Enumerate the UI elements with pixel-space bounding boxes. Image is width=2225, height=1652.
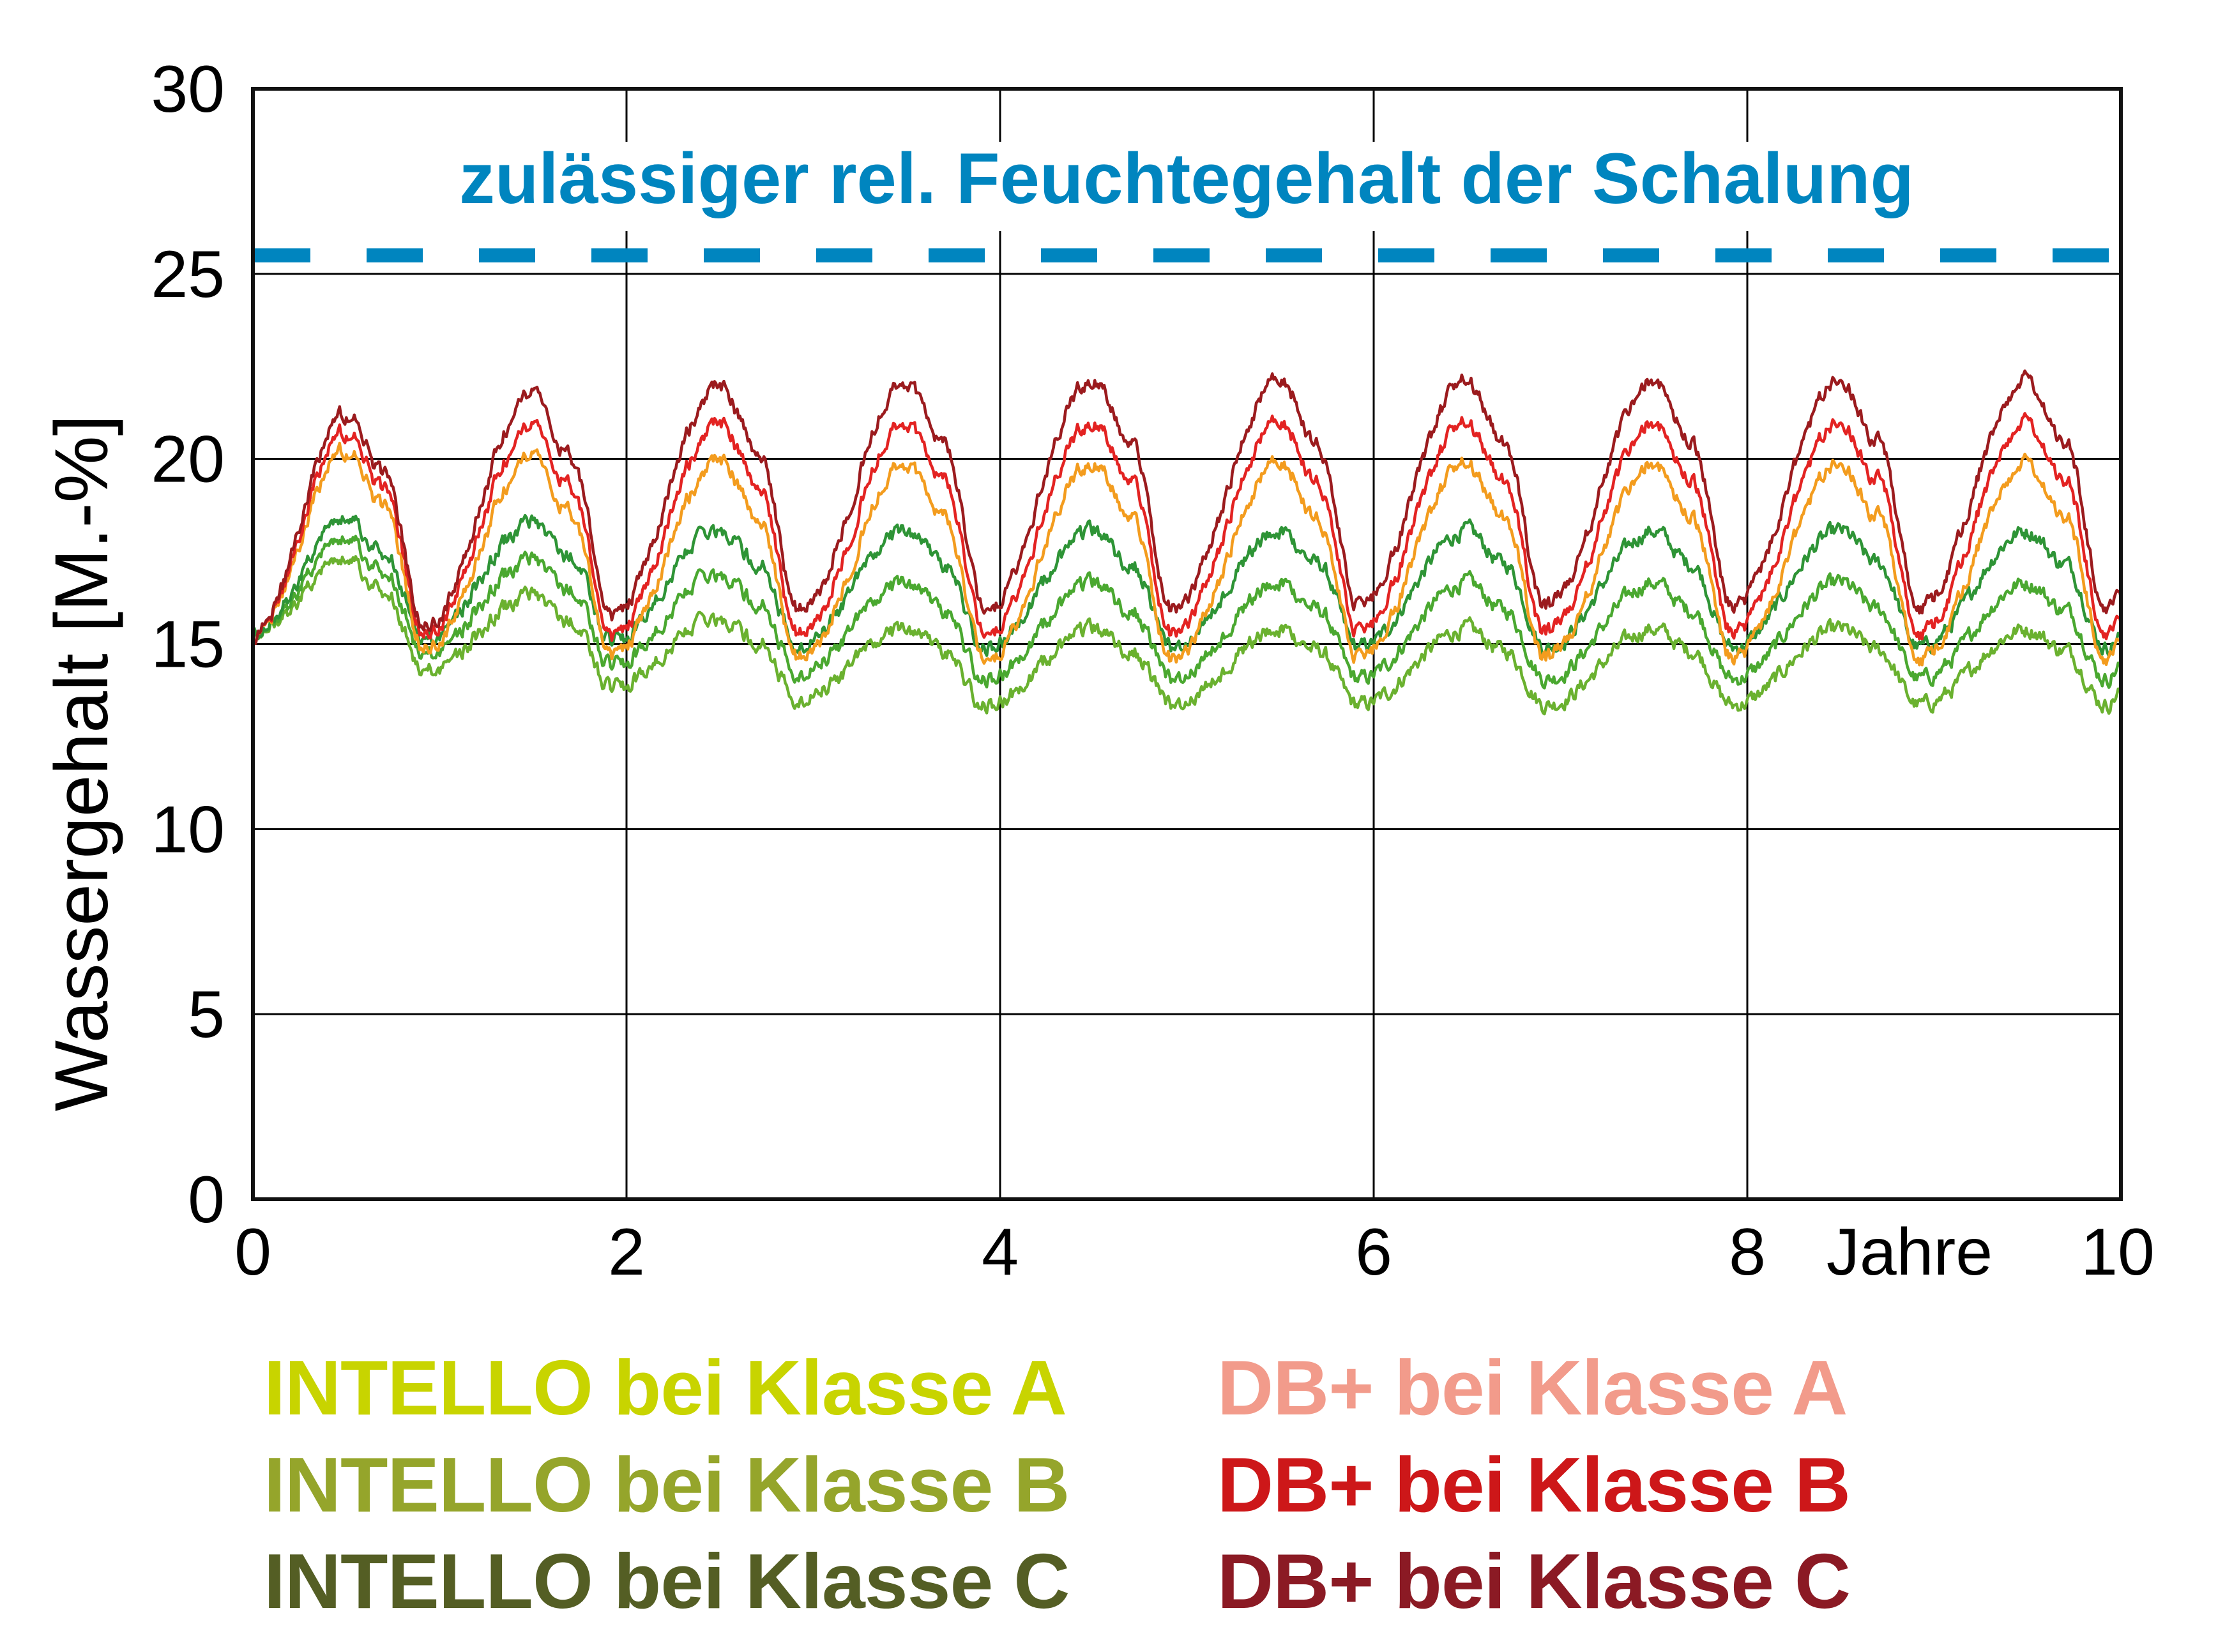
series-line [251, 555, 2123, 716]
x-tick-label: 8 [1729, 1215, 1766, 1289]
y-tick-label: 10 [151, 792, 225, 867]
y-axis-ticks: 0 5 10 15 20 25 30 [151, 52, 225, 1237]
x-axis-title: Jahre [1826, 1215, 1993, 1289]
series-line [252, 412, 2123, 645]
threshold-label: zulässiger rel. Feuchtegehalt der Schalu… [459, 139, 1914, 218]
plot-frame [251, 87, 2123, 1201]
plot-border [251, 87, 2123, 1201]
series-line [251, 534, 2123, 690]
x-tick-label: 6 [1355, 1215, 1392, 1289]
data-series [251, 369, 2123, 716]
x-tick-label: 2 [608, 1215, 645, 1289]
series-line [251, 513, 2123, 658]
y-tick-label: 5 [188, 978, 225, 1052]
y-tick-label: 0 [188, 1163, 225, 1237]
grid-lines [253, 89, 2121, 1199]
series-line [252, 369, 2123, 645]
series-line [252, 441, 2123, 667]
x-tick-label: 0 [234, 1215, 271, 1289]
x-tick-label: 10 [2081, 1215, 2155, 1289]
y-tick-label: 15 [151, 608, 225, 682]
x-axis-ticks: 0 2 4 6 8 10 [234, 1215, 2155, 1289]
y-tick-label: 20 [151, 423, 225, 497]
y-tick-label: 30 [151, 52, 225, 126]
x-tick-label: 4 [982, 1215, 1019, 1289]
y-axis-title: Wassergehalt [M.-%] [40, 415, 124, 1112]
y-tick-label: 25 [151, 238, 225, 312]
